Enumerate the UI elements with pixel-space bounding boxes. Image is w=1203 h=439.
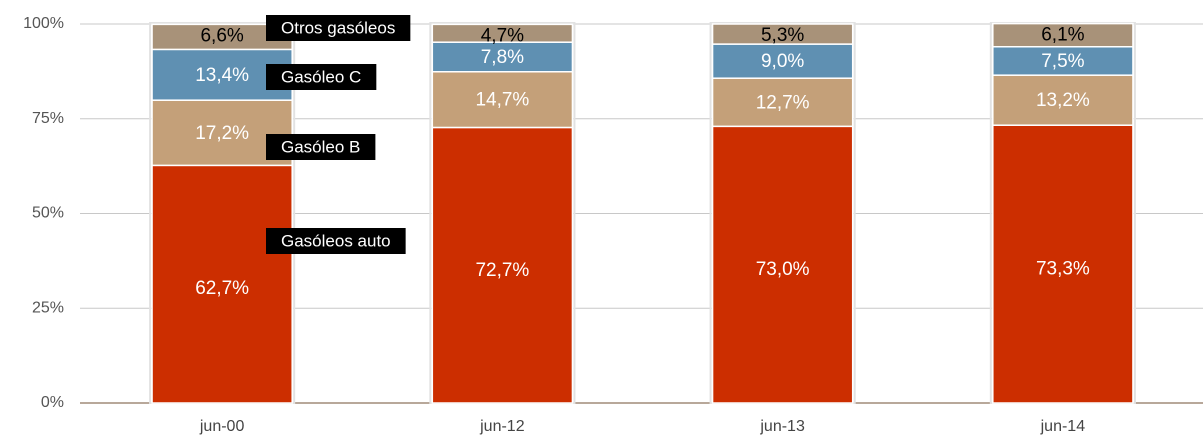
bar-segment — [992, 124, 1134, 404]
y-tick-label: 50% — [32, 205, 64, 222]
value-label: 7,8% — [481, 47, 524, 68]
value-label: 13,4% — [195, 65, 249, 86]
bar-segment — [711, 125, 854, 404]
bar-segment — [431, 23, 574, 43]
value-label: 12,7% — [756, 92, 810, 113]
value-label: 17,2% — [195, 123, 249, 144]
value-label: 73,0% — [756, 259, 810, 280]
value-label: 5,3% — [761, 25, 804, 46]
value-label: 7,5% — [1041, 51, 1084, 72]
x-tick-label: jun-12 — [479, 418, 525, 435]
x-tick-label: jun-14 — [1040, 418, 1086, 435]
legend-box — [266, 134, 376, 160]
legend-box — [266, 15, 411, 41]
y-tick-label: 100% — [23, 15, 64, 32]
bar-segment — [711, 23, 854, 45]
legend-label: Gasóleo B — [281, 137, 360, 156]
bar-segment — [992, 74, 1134, 126]
bar-segment — [711, 43, 854, 79]
value-label: 14,7% — [475, 90, 529, 111]
legend-label: Gasóleo C — [281, 67, 361, 86]
value-label: 4,7% — [481, 25, 524, 46]
legend-box — [266, 228, 406, 254]
bar-segment — [431, 41, 574, 73]
value-label: 6,6% — [200, 25, 243, 46]
value-label: 62,7% — [195, 278, 249, 299]
y-tick-label: 75% — [32, 110, 64, 127]
y-tick-label: 25% — [32, 299, 64, 316]
value-label: 13,2% — [1036, 90, 1090, 111]
y-tick-label: 0% — [41, 394, 64, 411]
value-label: 72,7% — [475, 260, 529, 281]
bar-segment — [992, 22, 1134, 48]
value-label: 73,3% — [1036, 259, 1090, 280]
legend-label: Gasóleos auto — [281, 231, 391, 250]
legend-label: Otros gasóleos — [281, 18, 395, 37]
x-tick-label: jun-13 — [759, 418, 805, 435]
x-tick-label: jun-00 — [199, 418, 245, 435]
value-label: 6,1% — [1041, 25, 1084, 46]
legend-box — [266, 64, 377, 90]
bar-segment — [431, 71, 574, 129]
value-label: 9,0% — [761, 51, 804, 72]
bar-segment — [992, 45, 1134, 76]
